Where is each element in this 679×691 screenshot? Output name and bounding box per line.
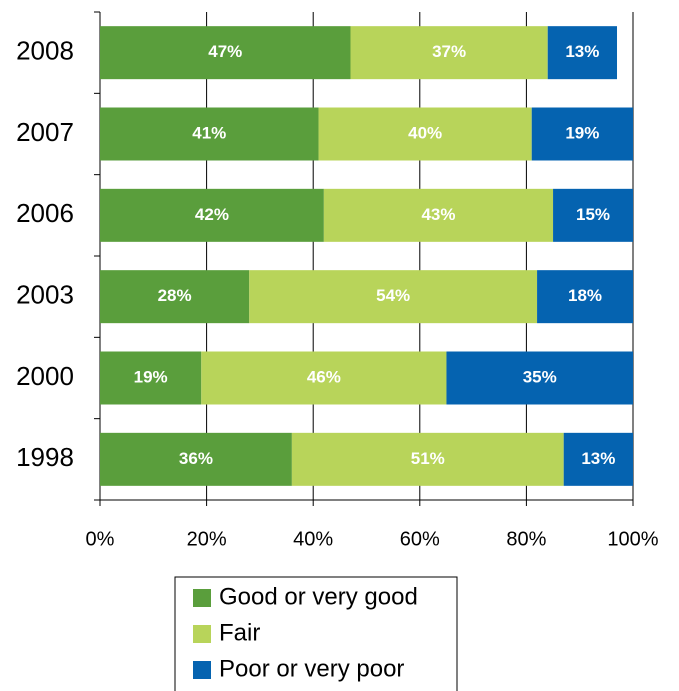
y-tick-label: 2007	[16, 117, 74, 147]
y-tick-label: 2000	[16, 361, 74, 391]
bar-segment	[318, 107, 532, 161]
bar-segment	[323, 188, 554, 242]
legend-box	[174, 576, 458, 691]
bar-segment	[563, 432, 633, 486]
bar-segment	[100, 351, 202, 405]
bar-segment	[531, 107, 633, 161]
bar-segment	[249, 270, 538, 324]
data-label: 47%	[208, 42, 242, 61]
legend-label: Poor or very poor	[219, 655, 404, 682]
data-label: 42%	[195, 205, 229, 224]
bar-segment	[553, 188, 633, 242]
bar-segment	[100, 26, 351, 80]
x-tick-label: 20%	[187, 528, 227, 550]
data-label: 13%	[565, 42, 599, 61]
bar-segment	[291, 432, 564, 486]
bar-segment	[100, 107, 319, 161]
bar-segment	[100, 270, 250, 324]
data-label: 46%	[307, 367, 341, 386]
x-tick-label: 80%	[506, 528, 546, 550]
data-label: 35%	[523, 367, 557, 386]
legend-swatch	[193, 589, 211, 607]
data-label: 54%	[376, 286, 410, 305]
data-label: 18%	[568, 286, 602, 305]
bar-segment	[350, 26, 548, 80]
y-tick-label: 2003	[16, 280, 74, 310]
legend-label: Fair	[219, 619, 260, 646]
y-tick-label: 1998	[16, 442, 74, 472]
bar-segment	[100, 432, 292, 486]
data-label: 13%	[581, 449, 615, 468]
y-tick-label: 2008	[16, 36, 74, 66]
data-label: 51%	[411, 449, 445, 468]
bar-segment	[201, 351, 447, 405]
data-label: 19%	[134, 367, 168, 386]
x-tick-label: 0%	[86, 528, 115, 550]
legend-swatch	[193, 661, 211, 679]
bar-segment	[547, 26, 618, 80]
bar-segment	[446, 351, 633, 405]
x-tick-label: 40%	[293, 528, 333, 550]
data-label: 19%	[565, 123, 599, 142]
x-tick-label: 60%	[400, 528, 440, 550]
x-tick-label: 100%	[607, 528, 658, 550]
legend-swatch	[193, 625, 211, 643]
data-label: 15%	[576, 205, 610, 224]
y-tick-label: 2006	[16, 198, 74, 228]
data-label: 41%	[192, 123, 226, 142]
data-label: 36%	[179, 449, 213, 468]
data-label: 43%	[421, 205, 455, 224]
data-label: 40%	[408, 123, 442, 142]
legend-label: Good or very good	[219, 583, 418, 610]
bar-segment	[537, 270, 633, 324]
data-label: 28%	[158, 286, 192, 305]
data-label: 37%	[432, 42, 466, 61]
bar-segment	[100, 188, 324, 242]
